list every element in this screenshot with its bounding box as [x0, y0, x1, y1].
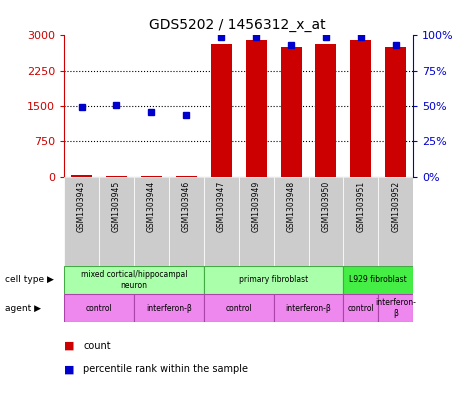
Bar: [204, 294, 274, 322]
Text: control: control: [348, 304, 374, 312]
Bar: [343, 177, 379, 266]
Bar: [343, 266, 413, 294]
Bar: [134, 177, 169, 266]
Text: mixed cortical/hippocampal
neuron: mixed cortical/hippocampal neuron: [81, 270, 187, 290]
Text: primary fibroblast: primary fibroblast: [239, 275, 308, 284]
Bar: [64, 266, 204, 294]
Text: percentile rank within the sample: percentile rank within the sample: [83, 364, 248, 375]
Text: interferon-
β: interferon- β: [375, 298, 416, 318]
Text: L929 fibroblast: L929 fibroblast: [350, 275, 407, 284]
Text: control: control: [86, 304, 113, 312]
Bar: [309, 177, 343, 266]
Bar: [274, 177, 309, 266]
Bar: [99, 177, 134, 266]
Text: cell type ▶: cell type ▶: [5, 275, 54, 284]
Text: GSM1303949: GSM1303949: [252, 181, 261, 233]
Text: count: count: [83, 341, 111, 351]
Text: agent ▶: agent ▶: [5, 304, 41, 312]
Bar: [379, 177, 413, 266]
Text: ■: ■: [64, 341, 75, 351]
Text: interferon-β: interferon-β: [146, 304, 192, 312]
Text: GDS5202 / 1456312_x_at: GDS5202 / 1456312_x_at: [149, 18, 326, 32]
Bar: [71, 176, 92, 177]
Text: GSM1303950: GSM1303950: [322, 181, 331, 233]
Text: GSM1303951: GSM1303951: [356, 181, 365, 232]
Text: GSM1303947: GSM1303947: [217, 181, 226, 233]
Bar: [176, 176, 197, 177]
Bar: [64, 294, 134, 322]
Bar: [204, 266, 343, 294]
Text: GSM1303952: GSM1303952: [391, 181, 400, 232]
Bar: [315, 44, 336, 177]
Bar: [141, 176, 162, 177]
Bar: [211, 44, 232, 177]
Text: GSM1303943: GSM1303943: [77, 181, 86, 233]
Text: control: control: [225, 304, 252, 312]
Bar: [343, 294, 379, 322]
Bar: [351, 40, 371, 177]
Bar: [64, 177, 99, 266]
Bar: [134, 294, 204, 322]
Bar: [385, 47, 406, 177]
Bar: [238, 177, 274, 266]
Bar: [106, 176, 127, 177]
Text: GSM1303944: GSM1303944: [147, 181, 156, 233]
Bar: [204, 177, 238, 266]
Bar: [379, 294, 413, 322]
Text: interferon-β: interferon-β: [285, 304, 332, 312]
Text: GSM1303948: GSM1303948: [286, 181, 295, 232]
Text: GSM1303946: GSM1303946: [182, 181, 191, 233]
Bar: [169, 177, 204, 266]
Bar: [274, 294, 343, 322]
Text: GSM1303945: GSM1303945: [112, 181, 121, 233]
Bar: [281, 47, 302, 177]
Bar: [246, 40, 266, 177]
Text: ■: ■: [64, 364, 75, 375]
